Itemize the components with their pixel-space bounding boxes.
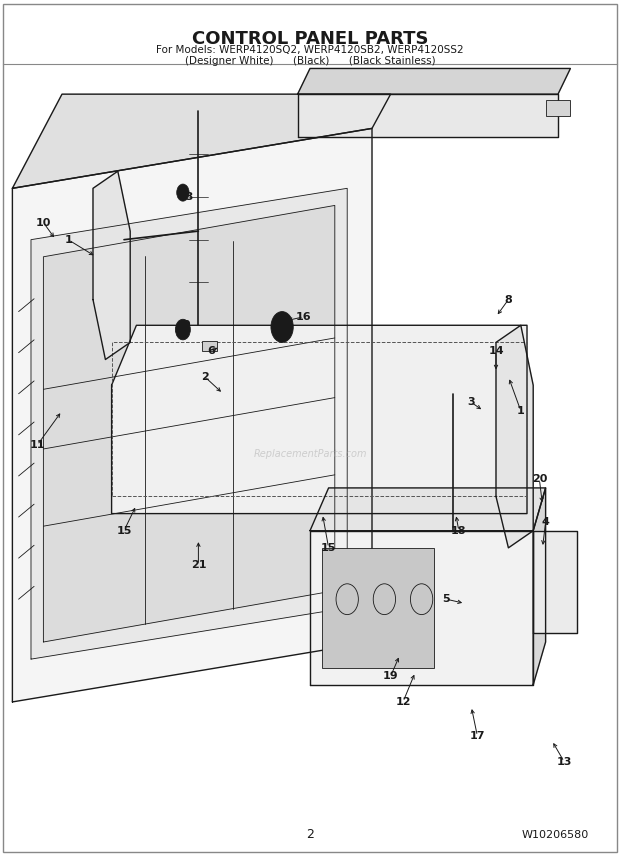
Text: (Designer White)      (Black)      (Black Stainless): (Designer White) (Black) (Black Stainles… — [185, 56, 435, 66]
Polygon shape — [12, 128, 372, 702]
Text: 21: 21 — [191, 560, 206, 570]
Text: 13: 13 — [179, 192, 193, 202]
Text: 9: 9 — [182, 320, 190, 330]
Text: CONTROL PANEL PARTS: CONTROL PANEL PARTS — [192, 30, 428, 48]
Text: 16: 16 — [296, 312, 312, 322]
Bar — [202, 341, 217, 351]
Circle shape — [175, 319, 190, 340]
Text: 13: 13 — [557, 757, 572, 767]
Text: 8: 8 — [505, 294, 512, 305]
Text: 1: 1 — [517, 406, 525, 416]
Polygon shape — [112, 325, 527, 514]
Text: W10206580: W10206580 — [522, 829, 589, 840]
Polygon shape — [310, 531, 533, 685]
Text: 19: 19 — [383, 671, 399, 681]
Text: 10: 10 — [36, 217, 51, 228]
Polygon shape — [298, 94, 558, 137]
Bar — [546, 100, 570, 116]
Text: 14: 14 — [488, 346, 504, 356]
Text: 1: 1 — [64, 235, 72, 245]
Text: 11: 11 — [29, 440, 45, 450]
Polygon shape — [533, 531, 577, 633]
Text: 2: 2 — [306, 828, 314, 841]
Text: For Models: WERP4120SQ2, WERP4120SB2, WERP4120SS2: For Models: WERP4120SQ2, WERP4120SB2, WE… — [156, 45, 464, 55]
Polygon shape — [496, 325, 533, 548]
Text: 6: 6 — [207, 346, 215, 356]
Text: 18: 18 — [451, 526, 467, 536]
Text: ReplacementParts.com: ReplacementParts.com — [253, 449, 367, 459]
Polygon shape — [43, 205, 335, 642]
Polygon shape — [298, 68, 570, 94]
Text: 4: 4 — [542, 517, 549, 527]
Text: 3: 3 — [467, 397, 475, 407]
Text: 15: 15 — [321, 543, 336, 553]
Polygon shape — [533, 488, 546, 685]
Text: 2: 2 — [201, 372, 208, 382]
Text: 20: 20 — [532, 474, 547, 484]
Text: 5: 5 — [443, 594, 450, 604]
Text: 12: 12 — [396, 697, 410, 707]
Bar — [322, 548, 434, 668]
Polygon shape — [31, 188, 347, 659]
Circle shape — [271, 312, 293, 342]
Text: 15: 15 — [117, 526, 131, 536]
Text: 17: 17 — [470, 731, 485, 741]
Polygon shape — [93, 171, 130, 360]
Circle shape — [177, 184, 189, 201]
Polygon shape — [12, 94, 391, 188]
Polygon shape — [310, 488, 546, 531]
